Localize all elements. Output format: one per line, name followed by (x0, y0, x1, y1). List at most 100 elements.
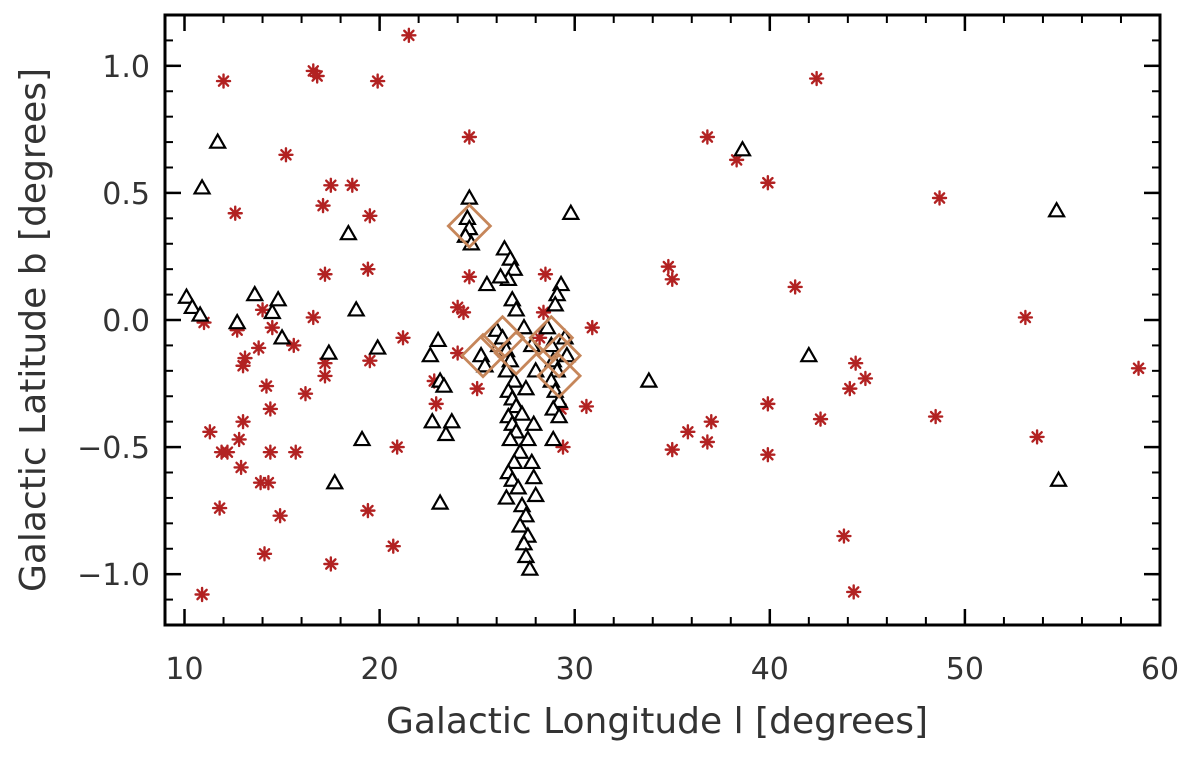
triangle-point (192, 178, 212, 195)
asterisk-point (927, 408, 944, 425)
asterisk-point (461, 129, 478, 145)
asterisk-point (680, 424, 696, 440)
asterisk-point (233, 459, 249, 476)
asterisk-point (699, 129, 716, 145)
triangle-point (272, 328, 292, 345)
triangle-point (477, 274, 497, 292)
asterisk-point (227, 205, 243, 221)
asterisk-point (254, 302, 271, 318)
triangle-point (543, 429, 563, 447)
asterisk-point (344, 177, 360, 193)
asterisk-point (531, 330, 548, 346)
triangle-point (500, 429, 520, 447)
asterisk-point (812, 411, 829, 427)
asterisk-point (305, 309, 321, 326)
triangle-point (514, 317, 534, 335)
triangle-point (459, 188, 479, 205)
triangle-point (352, 429, 372, 447)
y-tick-label: −0.5 (77, 431, 150, 466)
y-tick-label: −1.0 (77, 558, 150, 593)
asterisk-point (845, 584, 862, 600)
triangle-point (537, 317, 557, 335)
triangle-point (1047, 200, 1066, 218)
asterisk-point (317, 266, 333, 282)
asterisk-point (1130, 360, 1147, 376)
asterisk-point (215, 73, 232, 89)
asterisk-point (555, 439, 571, 455)
asterisk-point (842, 380, 858, 397)
asterisk-point (664, 271, 680, 288)
asterisk-point (262, 444, 279, 460)
triangle-point (319, 343, 339, 360)
asterisk-point (787, 279, 803, 295)
asterisk-point (235, 358, 251, 374)
asterisk-point (469, 380, 485, 397)
triangle-point (495, 239, 514, 256)
diamond-point (460, 332, 506, 379)
triangle-point (524, 467, 544, 485)
diamond-point (493, 330, 540, 377)
asterisk-point (385, 538, 401, 554)
triangle-point (504, 452, 524, 470)
asterisk-point (1029, 429, 1045, 445)
triangle-point (516, 378, 536, 396)
asterisk-point (202, 424, 218, 440)
asterisk-point (401, 27, 417, 44)
triangle-point (497, 488, 516, 505)
asterisk-point (219, 444, 236, 460)
y-tick-label: 1.0 (102, 50, 150, 85)
asterisk-point (584, 319, 600, 336)
triangle-point (177, 287, 196, 304)
x-tick-label: 10 (165, 652, 203, 687)
asterisk-point (278, 147, 294, 163)
triangle-point (518, 429, 538, 447)
asterisk-point (389, 439, 405, 455)
asterisk-point (699, 434, 716, 450)
asterisk-point (664, 441, 680, 458)
asterisk-point (231, 431, 247, 448)
asterisk-point (362, 208, 378, 224)
asterisk-point (360, 261, 376, 277)
asterisk-point (395, 330, 411, 346)
asterisk-point (250, 340, 267, 356)
triangle-point (325, 472, 345, 490)
asterisk-point (578, 398, 595, 415)
asterisk-point (272, 508, 288, 524)
triangle-point (508, 478, 528, 495)
asterisk-point (194, 586, 210, 603)
triangle-point (245, 284, 265, 302)
triangle-point (522, 452, 542, 470)
asterisk-point (703, 413, 719, 430)
triangle-point (475, 356, 495, 373)
asterisk-point (264, 319, 281, 336)
triangle-point (346, 300, 366, 317)
diamond-point (536, 332, 583, 379)
asterisk-point (836, 528, 852, 544)
y-tick-label: 0.0 (102, 304, 150, 339)
triangle-point (442, 411, 462, 429)
x-tick-label: 60 (1141, 652, 1179, 687)
triangle-point (208, 132, 228, 149)
asterisk-point (931, 190, 948, 206)
asterisk-point (847, 355, 864, 371)
plot-frame (163, 13, 1162, 627)
asterisk-point (369, 73, 386, 89)
asterisk-point (760, 396, 776, 412)
asterisk-point (258, 378, 275, 394)
triangle-point (504, 259, 524, 276)
y-tick-label: 0.5 (102, 177, 150, 212)
triangle-point (190, 305, 210, 322)
triangle-point (799, 345, 819, 363)
triangle-point (733, 139, 752, 157)
diamond-point (528, 314, 575, 361)
triangle-point (430, 493, 450, 510)
asterisk-point (288, 444, 304, 460)
plot-area: 10 20 30 40 50 60 1.0 0.5 0.0 −0.5 −1.0 (77, 14, 1179, 687)
asterisk-point (808, 70, 825, 87)
triangle-point (561, 203, 581, 220)
diamond-point (536, 352, 583, 399)
x-tick-label: 50 (946, 652, 984, 687)
x-tick-label: 20 (361, 652, 399, 687)
